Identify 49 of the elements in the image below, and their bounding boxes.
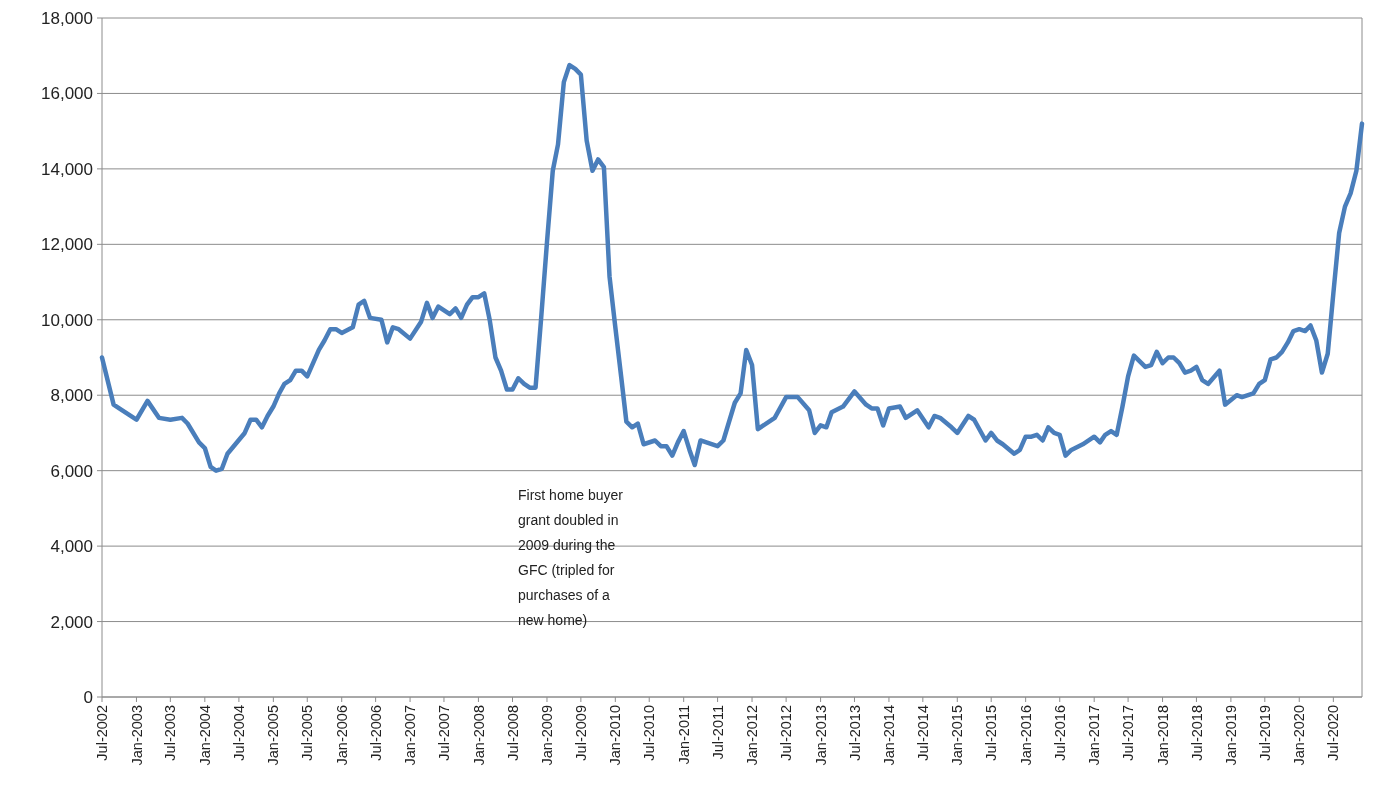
x-tick-label: Jul-2002 (94, 705, 111, 761)
x-tick-label: Jan-2010 (607, 705, 624, 766)
x-tick-label: Jan-2020 (1291, 705, 1308, 766)
x-tick-label: Jan-2006 (333, 705, 350, 766)
x-tick-label: Jan-2013 (812, 705, 829, 766)
line-series (99, 62, 1365, 473)
x-tick-label: Jul-2011 (709, 705, 726, 760)
x-tick-label: Jul-2003 (162, 705, 179, 761)
annotation: First home buyer grant doubled in 2009 during the GFC (tripled for purchases of a new home) (518, 487, 624, 628)
x-tick-label: Jul-2018 (1188, 705, 1205, 761)
x-tick-label: Jul-2013 (846, 705, 863, 761)
x-tick-label: Jan-2005 (265, 705, 282, 766)
x-tick-label: Jan-2018 (1154, 705, 1171, 766)
x-tick-label: Jan-2009 (539, 705, 556, 766)
x-tick-label: Jul-2015 (983, 705, 1000, 761)
x-tick-label: Jul-2020 (1325, 705, 1342, 761)
x-tick-label: Jan-2015 (949, 705, 966, 766)
y-tick-label: 6,000 (50, 461, 93, 481)
x-tick-label: Jan-2007 (402, 705, 419, 766)
x-tick-label: Jan-2014 (881, 705, 898, 766)
x-tick-label: Jan-2003 (128, 705, 145, 766)
x-tick-label: Jan-2004 (196, 705, 213, 766)
x-tick-label: Jan-2011 (675, 705, 692, 765)
x-tick-label: Jul-2017 (1120, 705, 1137, 761)
x-tick-label: Jan-2019 (1222, 705, 1239, 766)
y-tick-label: 14,000 (41, 159, 93, 179)
x-tick-label: Jul-2016 (1051, 705, 1068, 761)
x-tick-label: Jul-2006 (367, 705, 384, 761)
x-tick-label: Jan-2017 (1086, 705, 1103, 766)
x-tick-label: Jul-2007 (436, 705, 453, 761)
y-tick-label: 10,000 (41, 310, 93, 330)
x-tick-label: Jan-2008 (470, 705, 487, 766)
x-tick-label: Jan-2012 (744, 705, 761, 766)
y-tick-label: 4,000 (50, 537, 93, 557)
y-tick-label: 2,000 (50, 612, 93, 632)
x-tick-label: Jul-2009 (572, 705, 589, 761)
x-tick-label: Jul-2010 (641, 705, 658, 761)
y-tick-label: 16,000 (41, 84, 93, 104)
y-tick-label: 18,000 (41, 8, 93, 28)
y-tick-label: 12,000 (41, 235, 93, 255)
y-tick-label: 8,000 (50, 386, 93, 406)
x-tick-label: Jul-2008 (504, 705, 521, 761)
x-tick-label: Jan-2016 (1017, 705, 1034, 766)
x-tick-label: Jul-2019 (1256, 705, 1273, 761)
x-tick-label: Jul-2005 (299, 705, 316, 761)
y-tick-label: 0 (83, 687, 93, 707)
x-tick-label: Jul-2014 (914, 705, 931, 761)
x-tick-label: Jul-2012 (778, 705, 795, 761)
x-tick-label: Jul-2004 (230, 705, 247, 761)
